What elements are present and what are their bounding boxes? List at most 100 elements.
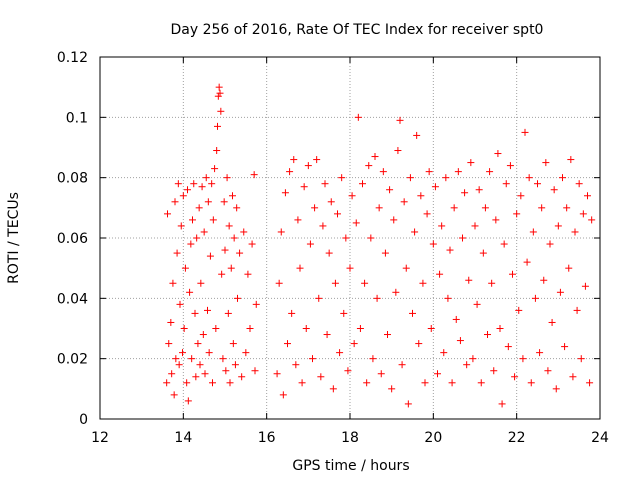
data-point	[342, 234, 350, 242]
data-point	[517, 192, 525, 200]
data-point	[309, 355, 316, 363]
data-point	[436, 270, 444, 278]
data-point	[196, 361, 204, 369]
data-point	[325, 249, 333, 257]
data-point	[381, 249, 389, 257]
data-point	[331, 279, 339, 287]
data-point	[504, 343, 512, 351]
data-point	[230, 234, 238, 242]
data-point	[284, 340, 291, 348]
data-point	[220, 198, 228, 206]
y-tick-label: 0.06	[57, 231, 88, 247]
y-tick-label: 0.1	[66, 110, 88, 126]
data-point	[467, 159, 475, 167]
data-point	[231, 361, 239, 369]
data-point	[513, 210, 521, 218]
data-point	[398, 361, 406, 369]
data-point	[579, 210, 587, 218]
data-point	[213, 147, 221, 155]
data-point	[481, 204, 489, 212]
data-point	[215, 83, 223, 91]
data-point	[205, 349, 213, 357]
data-point	[506, 162, 514, 170]
data-point	[240, 228, 248, 236]
data-point	[174, 180, 182, 188]
data-point	[392, 288, 400, 296]
data-point	[429, 240, 437, 248]
data-point	[346, 264, 354, 272]
data-point	[471, 222, 479, 230]
data-point	[281, 189, 289, 197]
data-point	[273, 370, 281, 378]
data-point	[536, 349, 544, 357]
data-point	[340, 309, 348, 317]
data-point	[170, 391, 178, 399]
x-tick-label: 14	[174, 430, 192, 446]
data-point	[189, 216, 196, 224]
data-point	[486, 168, 494, 176]
data-point	[427, 325, 435, 332]
data-point	[384, 331, 391, 339]
data-point	[169, 279, 177, 287]
data-point	[502, 180, 510, 188]
data-point	[214, 92, 222, 100]
data-point	[498, 400, 506, 408]
x-tick-label: 20	[424, 430, 442, 446]
data-point	[191, 309, 199, 317]
data-point	[171, 198, 179, 206]
data-point	[509, 270, 516, 278]
data-point	[529, 228, 537, 236]
data-point	[344, 367, 352, 375]
data-point	[454, 168, 462, 176]
data-point	[251, 367, 259, 375]
data-point	[208, 180, 216, 188]
data-point	[184, 186, 191, 194]
data-point	[175, 361, 183, 369]
data-point	[465, 276, 473, 284]
data-point	[225, 222, 233, 230]
data-point	[187, 240, 195, 248]
x-tick-label: 12	[91, 430, 109, 446]
data-point	[575, 180, 583, 188]
data-point	[461, 189, 469, 197]
y-tick-label: 0.04	[57, 291, 88, 307]
data-point	[229, 192, 236, 200]
data-point	[519, 355, 527, 363]
data-point	[569, 373, 577, 381]
data-point	[356, 325, 364, 332]
data-point	[229, 340, 237, 348]
data-point	[227, 264, 235, 272]
data-point	[164, 210, 171, 218]
data-point	[294, 216, 302, 224]
data-point	[234, 294, 241, 302]
data-point	[275, 279, 283, 287]
data-point	[348, 192, 356, 200]
data-point	[195, 204, 203, 212]
data-point	[179, 192, 187, 200]
data-point	[421, 379, 429, 387]
data-point	[329, 385, 337, 393]
data-point	[546, 240, 554, 248]
data-point	[561, 343, 569, 351]
data-point	[473, 300, 481, 308]
data-point	[492, 216, 500, 224]
data-point	[365, 162, 373, 170]
data-point	[233, 204, 241, 212]
data-point	[523, 258, 531, 266]
data-point	[219, 355, 227, 363]
chart-title: Day 256 of 2016, Rate Of TEC Index for r…	[171, 22, 544, 38]
data-point	[531, 294, 539, 302]
data-point	[183, 379, 191, 387]
data-point	[563, 204, 571, 212]
data-point	[212, 325, 220, 332]
data-point	[534, 180, 541, 188]
data-point	[484, 331, 491, 339]
data-point	[192, 373, 200, 381]
data-point	[525, 174, 533, 182]
data-point	[200, 228, 208, 236]
data-point	[511, 373, 519, 381]
data-point	[292, 361, 300, 369]
data-point	[554, 222, 562, 230]
data-point	[488, 279, 496, 287]
data-point	[431, 183, 439, 191]
